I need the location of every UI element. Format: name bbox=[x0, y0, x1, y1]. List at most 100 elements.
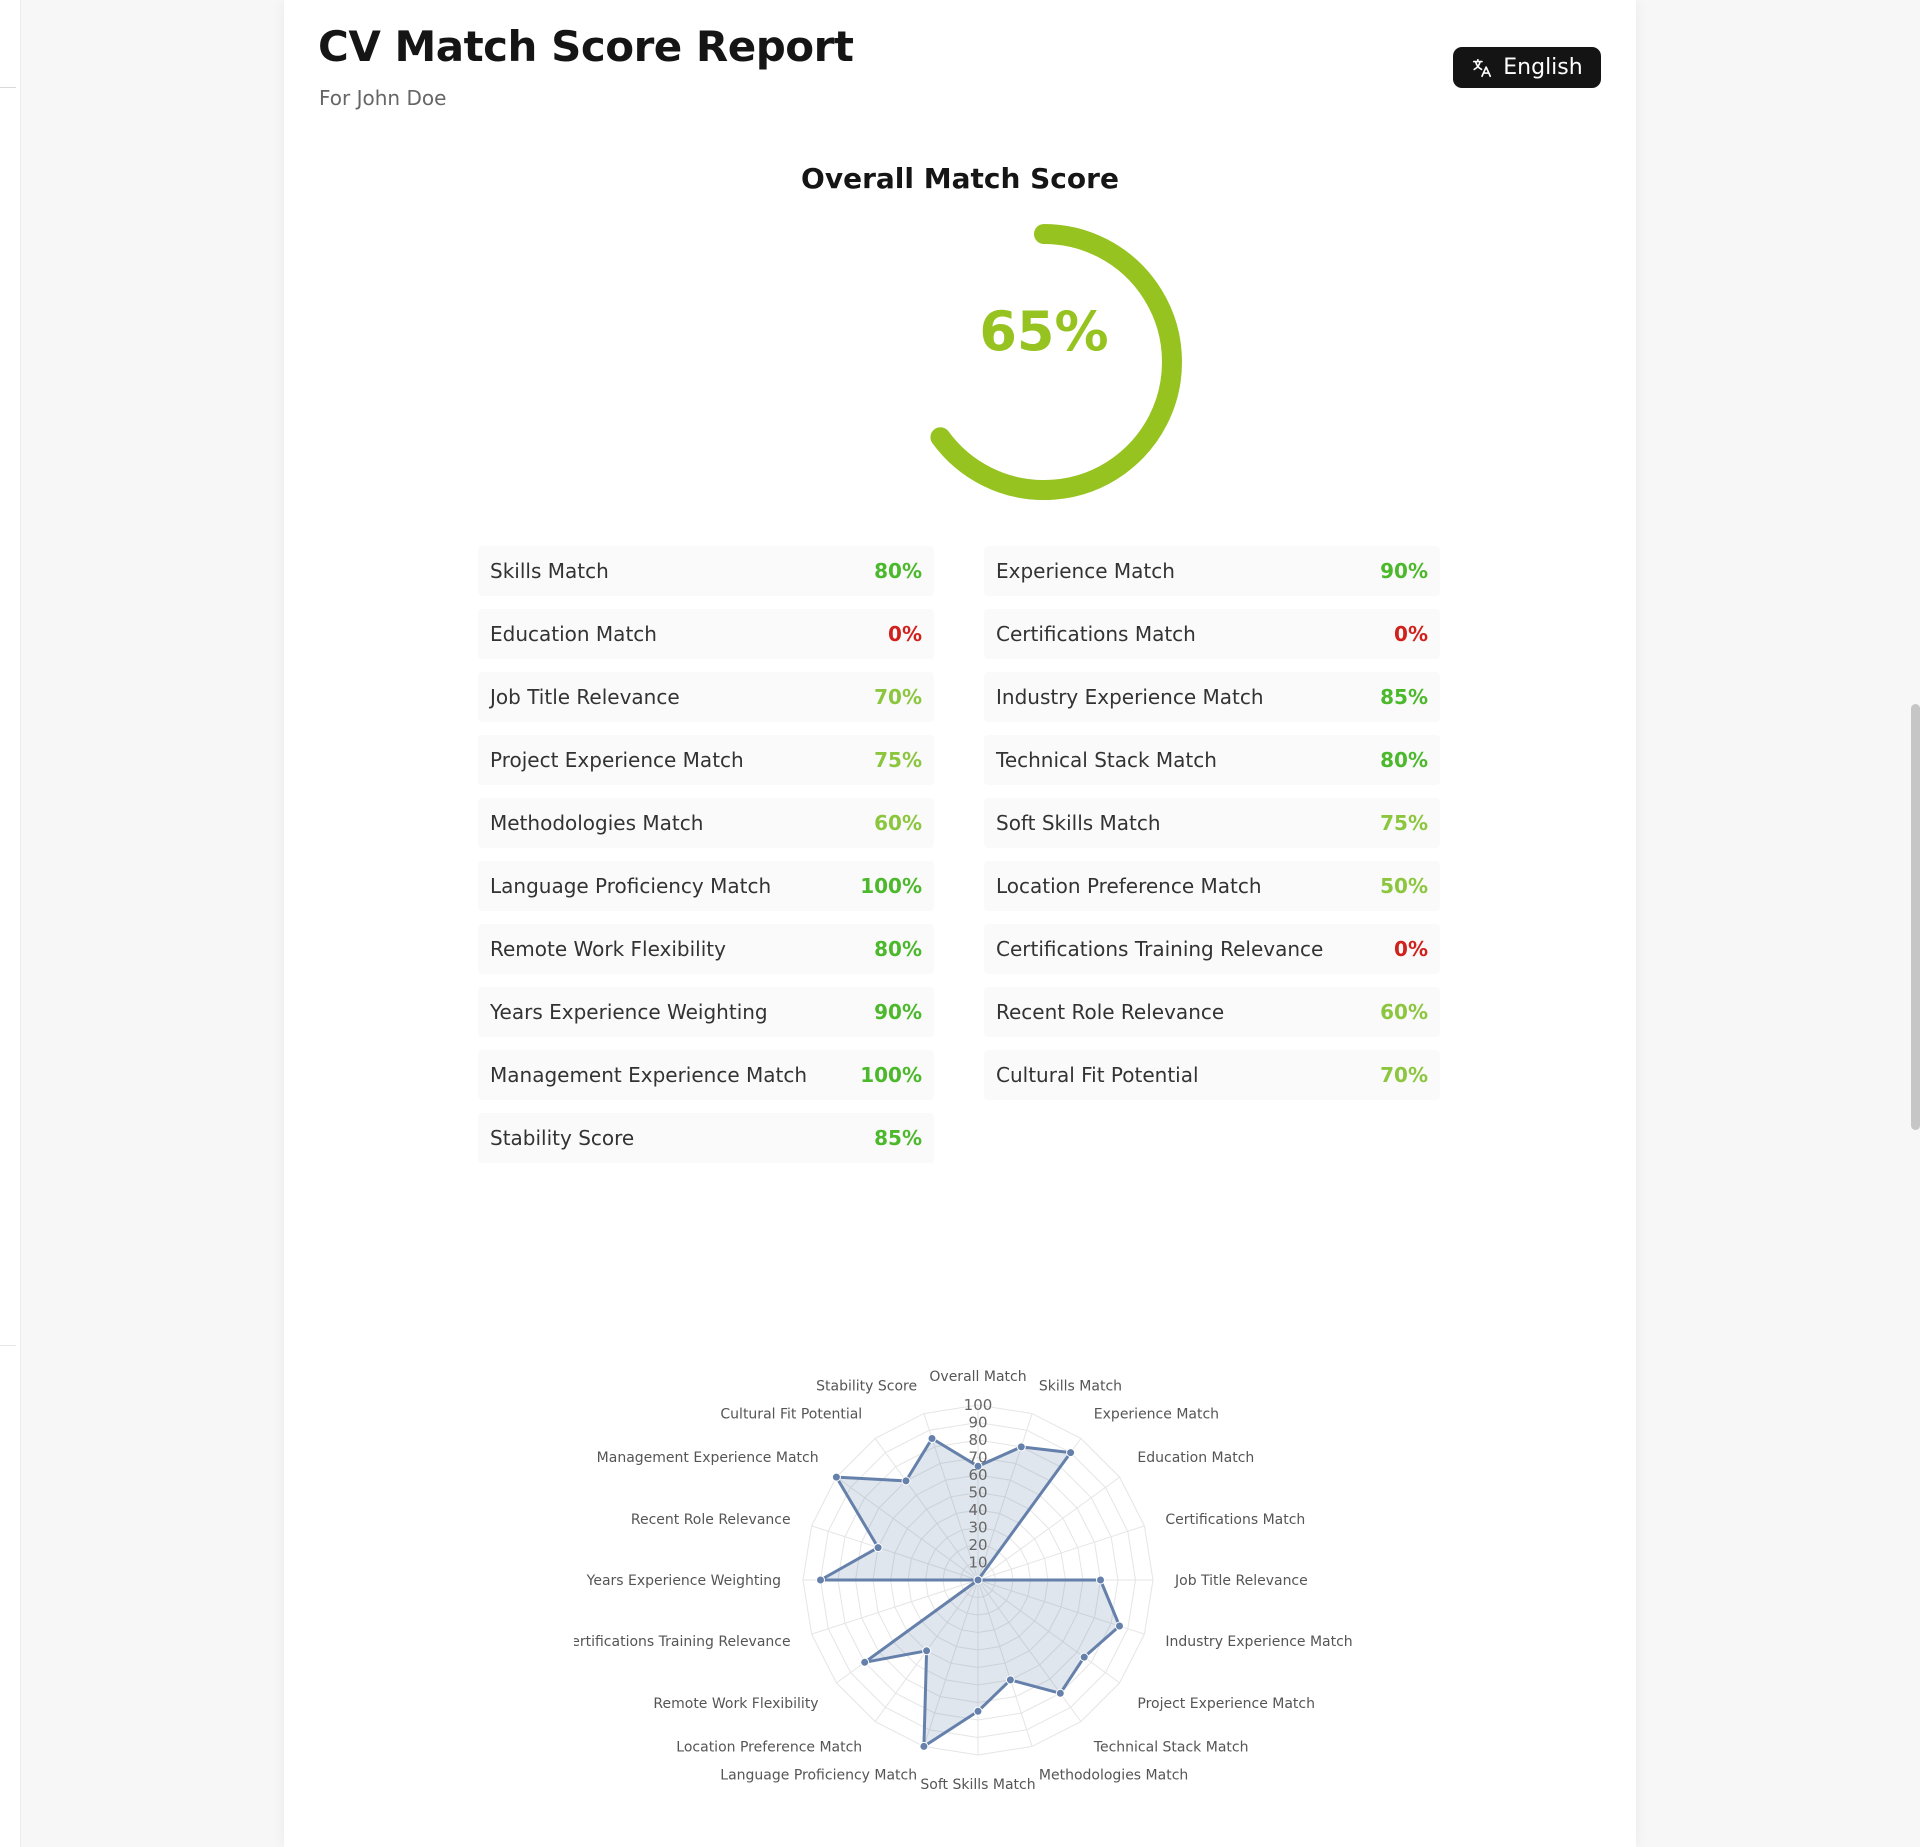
metric-row-soft-skills-match: Soft Skills Match 75% bbox=[984, 798, 1440, 848]
metric-label: Technical Stack Match bbox=[996, 748, 1217, 772]
metric-label: Certifications Match bbox=[996, 622, 1196, 646]
radar-point bbox=[1079, 1652, 1089, 1662]
radar-category-label: Certifications Match bbox=[1165, 1512, 1305, 1528]
metric-value: 60% bbox=[1380, 1000, 1428, 1024]
overall-score-value: 65% bbox=[979, 299, 1109, 363]
metric-label: Certifications Training Relevance bbox=[996, 937, 1324, 961]
radar-spoke bbox=[977, 1579, 1120, 1684]
scrollbar-thumb[interactable] bbox=[1911, 704, 1920, 1130]
radar-category-label: Methodologies Match bbox=[1039, 1767, 1188, 1783]
metric-row-certifications-training-relevance: Certifications Training Relevance 0% bbox=[984, 924, 1440, 974]
radar-category-label: Overall Match bbox=[929, 1369, 1026, 1385]
metric-row-technical-stack-match: Technical Stack Match 80% bbox=[984, 735, 1440, 785]
radar-point bbox=[922, 1646, 932, 1656]
radar-spoke bbox=[977, 1579, 1033, 1747]
radar-point bbox=[1055, 1688, 1065, 1698]
page-title: CV Match Score Report bbox=[318, 22, 854, 71]
radar-category-label: Cultural Fit Potential bbox=[720, 1407, 862, 1423]
report-card: CV Match Score Report For John Doe Engli… bbox=[284, 0, 1636, 1847]
metric-row-methodologies-match: Methodologies Match 60% bbox=[478, 798, 934, 848]
metric-row-years-experience-weighting: Years Experience Weighting 90% bbox=[478, 987, 934, 1037]
metric-label: Stability Score bbox=[490, 1126, 635, 1150]
metric-value: 80% bbox=[1380, 748, 1428, 772]
metric-label: Skills Match bbox=[490, 559, 609, 583]
radar-point bbox=[919, 1741, 929, 1751]
metric-label: Industry Experience Match bbox=[996, 685, 1264, 709]
metric-label: Soft Skills Match bbox=[996, 811, 1161, 835]
metric-value: 85% bbox=[874, 1126, 922, 1150]
metric-row-location-preference-match: Location Preference Match 50% bbox=[984, 861, 1440, 911]
radar-category-label: Education Match bbox=[1137, 1450, 1254, 1466]
radar-category-label: Recent Role Relevance bbox=[631, 1512, 791, 1528]
metric-label: Cultural Fit Potential bbox=[996, 1063, 1199, 1087]
metric-value: 0% bbox=[888, 622, 922, 646]
metric-row-experience-match: Experience Match 90% bbox=[984, 546, 1440, 596]
radar-point bbox=[860, 1657, 870, 1667]
radar-tick-label: 70 bbox=[968, 1449, 987, 1467]
radar-category-label: Stability Score bbox=[816, 1379, 917, 1395]
left-side-panel bbox=[0, 0, 21, 1847]
metric-label: Years Experience Weighting bbox=[490, 1000, 768, 1024]
radar-point bbox=[873, 1543, 883, 1553]
overall-score-title: Overall Match Score bbox=[801, 162, 1119, 195]
radar-category-label: Experience Match bbox=[1094, 1407, 1219, 1423]
metric-row-education-match: Education Match 0% bbox=[478, 609, 934, 659]
radar-category-label: Remote Work Flexibility bbox=[653, 1696, 818, 1712]
radar-tick-label: 40 bbox=[968, 1501, 987, 1519]
radar-spoke bbox=[977, 1476, 1120, 1581]
radar-point bbox=[1096, 1575, 1105, 1585]
radar-spoke bbox=[874, 1438, 979, 1581]
radar-category-label: Management Experience Match bbox=[597, 1450, 819, 1466]
metric-value: 70% bbox=[1380, 1063, 1428, 1087]
metric-value: 90% bbox=[874, 1000, 922, 1024]
metric-row-project-experience-match: Project Experience Match 75% bbox=[478, 735, 934, 785]
radar-point bbox=[831, 1472, 841, 1482]
radar-tick-label: 20 bbox=[968, 1536, 987, 1554]
metric-value: 85% bbox=[1380, 685, 1428, 709]
radar-spoke bbox=[977, 1413, 1033, 1581]
radar-category-label: Years Experience Weighting bbox=[586, 1573, 781, 1589]
metric-label: Remote Work Flexibility bbox=[490, 937, 726, 961]
radar-category-label: Technical Stack Match bbox=[1093, 1739, 1249, 1755]
panel-divider bbox=[0, 87, 16, 88]
radar-point bbox=[1005, 1675, 1015, 1685]
metric-row-language-proficiency-match: Language Proficiency Match 100% bbox=[478, 861, 934, 911]
metric-value: 75% bbox=[874, 748, 922, 772]
translate-icon bbox=[1473, 58, 1492, 77]
radar-category-label: Job Title Relevance bbox=[1174, 1573, 1308, 1589]
radar-point bbox=[973, 1706, 983, 1716]
metric-value: 70% bbox=[874, 685, 922, 709]
metric-value: 80% bbox=[874, 937, 922, 961]
metric-value: 100% bbox=[860, 1063, 922, 1087]
radar-category-label: Soft Skills Match bbox=[920, 1777, 1035, 1793]
radar-point bbox=[927, 1434, 937, 1443]
metric-label: Education Match bbox=[490, 622, 657, 646]
metric-value: 50% bbox=[1380, 874, 1428, 898]
metric-label: Project Experience Match bbox=[490, 748, 744, 772]
metric-label: Management Experience Match bbox=[490, 1063, 808, 1087]
radar-point bbox=[973, 1575, 983, 1585]
metric-value: 0% bbox=[1394, 622, 1428, 646]
radar-tick-label: 90 bbox=[968, 1414, 987, 1432]
metric-value: 60% bbox=[874, 811, 922, 835]
candidate-subtitle: For John Doe bbox=[319, 86, 447, 110]
metric-row-industry-experience-match: Industry Experience Match 85% bbox=[984, 672, 1440, 722]
radar-tick-label: 30 bbox=[968, 1519, 987, 1537]
metric-value: 75% bbox=[1380, 811, 1428, 835]
radar-spoke bbox=[977, 1525, 1145, 1581]
metric-row-stability-score: Stability Score 85% bbox=[478, 1113, 934, 1163]
radar-spoke bbox=[977, 1579, 1082, 1722]
metric-label: Job Title Relevance bbox=[490, 685, 680, 709]
radar-spoke bbox=[836, 1476, 979, 1581]
radar-category-label: Language Proficiency Match bbox=[720, 1767, 917, 1783]
language-button[interactable]: English bbox=[1453, 47, 1601, 88]
metric-row-job-title-relevance: Job Title Relevance 70% bbox=[478, 672, 934, 722]
metric-row-management-experience-match: Management Experience Match 100% bbox=[478, 1050, 934, 1100]
metric-row-skills-match: Skills Match 80% bbox=[478, 546, 934, 596]
metric-value: 0% bbox=[1394, 937, 1428, 961]
radar-category-label: Project Experience Match bbox=[1137, 1696, 1315, 1712]
radar-tick-label: 100 bbox=[964, 1396, 993, 1414]
metric-row-certifications-match: Certifications Match 0% bbox=[984, 609, 1440, 659]
metric-label: Experience Match bbox=[996, 559, 1175, 583]
